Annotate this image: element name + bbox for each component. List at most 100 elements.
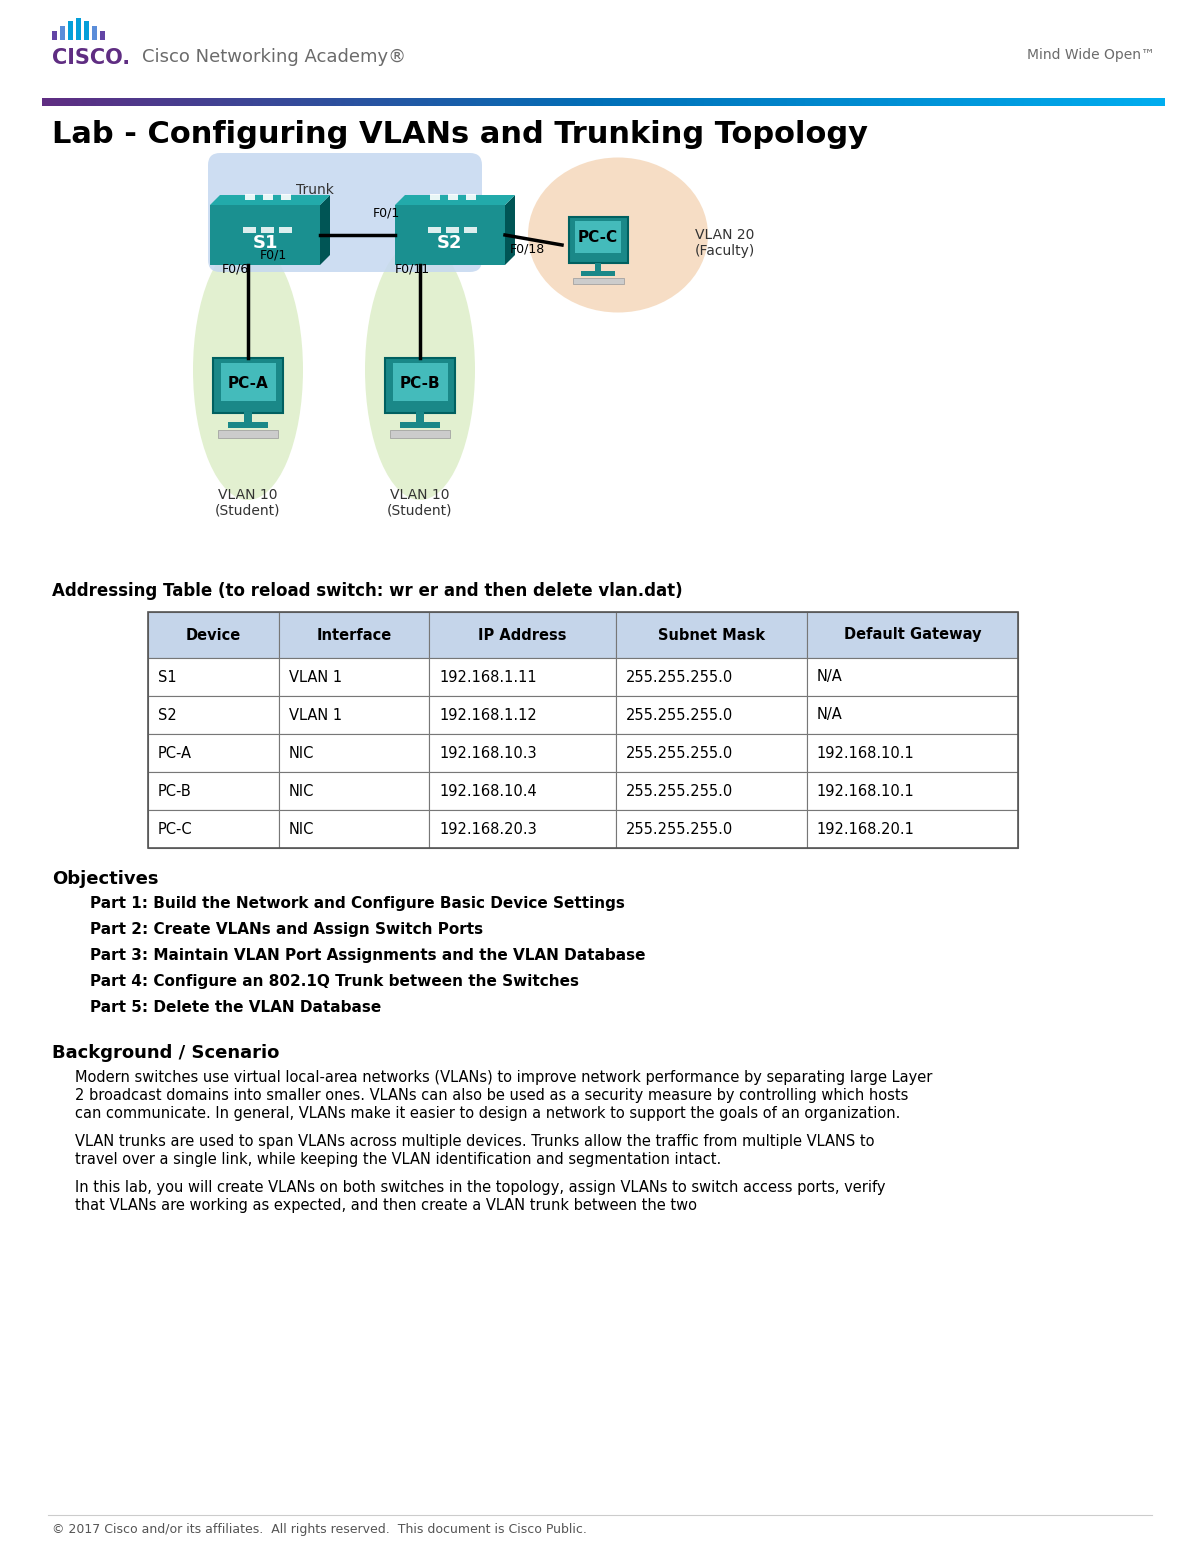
Text: IP Address: IP Address <box>478 627 566 643</box>
Text: © 2017 Cisco and/or its affiliates.  All rights reserved.  This document is Cisc: © 2017 Cisco and/or its affiliates. All … <box>52 1523 587 1536</box>
Text: F0/1: F0/1 <box>260 248 287 261</box>
Text: Part 2: Create VLANs and Assign Switch Ports: Part 2: Create VLANs and Assign Switch P… <box>90 922 484 936</box>
Text: Default Gateway: Default Gateway <box>844 627 982 643</box>
Text: F0/6: F0/6 <box>222 262 250 276</box>
Bar <box>385 357 455 413</box>
Text: Subnet Mask: Subnet Mask <box>658 627 764 643</box>
Bar <box>210 205 320 266</box>
Bar <box>416 412 424 424</box>
Polygon shape <box>430 194 440 200</box>
Text: Cisco Networking Academy®: Cisco Networking Academy® <box>142 48 406 65</box>
Bar <box>148 612 280 658</box>
Text: CISCO.: CISCO. <box>52 48 130 68</box>
Bar <box>581 272 616 276</box>
Bar <box>280 696 430 735</box>
Bar <box>595 262 601 273</box>
Text: Device: Device <box>186 627 241 643</box>
Bar <box>278 227 292 233</box>
Bar <box>446 227 458 233</box>
Text: S2: S2 <box>158 708 176 722</box>
Text: VLAN 10: VLAN 10 <box>218 488 277 502</box>
Bar <box>616 735 806 772</box>
Text: 192.168.10.3: 192.168.10.3 <box>439 745 536 761</box>
Text: Part 1: Build the Network and Configure Basic Device Settings: Part 1: Build the Network and Configure … <box>90 896 625 912</box>
Text: VLAN trunks are used to span VLANs across multiple devices. Trunks allow the tra: VLAN trunks are used to span VLANs acros… <box>74 1134 875 1149</box>
Bar <box>575 221 622 253</box>
Bar <box>214 357 283 413</box>
Bar <box>806 696 1018 735</box>
Text: PC-B: PC-B <box>158 784 192 798</box>
Text: (Student): (Student) <box>388 505 452 519</box>
Text: Objectives: Objectives <box>52 870 158 888</box>
Text: NIC: NIC <box>289 784 314 798</box>
Bar <box>464 227 478 233</box>
Text: Modern switches use virtual local-area networks (VLANs) to improve network perfo: Modern switches use virtual local-area n… <box>74 1070 932 1086</box>
Text: Interface: Interface <box>317 627 391 643</box>
Bar <box>806 811 1018 848</box>
Bar <box>244 412 252 424</box>
Bar <box>616 612 806 658</box>
Text: PC-B: PC-B <box>400 376 440 390</box>
Bar <box>52 31 58 40</box>
Text: In this lab, you will create VLANs on both switches in the topology, assign VLAN: In this lab, you will create VLANs on bo… <box>74 1180 886 1194</box>
Text: 192.168.1.11: 192.168.1.11 <box>439 669 536 685</box>
Bar <box>92 26 97 40</box>
Text: Part 4: Configure an 802.1Q Trunk between the Switches: Part 4: Configure an 802.1Q Trunk betwee… <box>90 974 580 989</box>
Text: Mind Wide Open™: Mind Wide Open™ <box>1027 48 1154 62</box>
Text: S1: S1 <box>158 669 176 685</box>
Bar <box>569 217 628 262</box>
Bar <box>221 363 276 401</box>
Text: N/A: N/A <box>817 708 842 722</box>
Text: PC-A: PC-A <box>228 376 269 390</box>
Bar <box>148 658 280 696</box>
Bar <box>262 227 274 233</box>
Bar <box>616 772 806 811</box>
Text: N/A: N/A <box>817 669 842 685</box>
Bar <box>280 612 430 658</box>
Bar <box>100 31 106 40</box>
Text: 255.255.255.0: 255.255.255.0 <box>625 745 733 761</box>
Bar <box>400 422 440 429</box>
Bar <box>430 612 616 658</box>
Text: can communicate. In general, VLANs make it easier to design a network to support: can communicate. In general, VLANs make … <box>74 1106 900 1121</box>
Bar <box>430 811 616 848</box>
Bar <box>148 696 280 735</box>
Bar <box>616 696 806 735</box>
Polygon shape <box>395 196 515 205</box>
Polygon shape <box>505 196 515 266</box>
Ellipse shape <box>528 157 708 312</box>
Text: PC-C: PC-C <box>578 230 618 245</box>
Text: (Faculty): (Faculty) <box>695 244 755 258</box>
Bar <box>806 658 1018 696</box>
Text: 192.168.10.4: 192.168.10.4 <box>439 784 536 798</box>
Text: S2: S2 <box>437 235 463 252</box>
Text: 192.168.10.1: 192.168.10.1 <box>817 745 914 761</box>
Text: (Student): (Student) <box>215 505 281 519</box>
Bar <box>806 772 1018 811</box>
Text: 255.255.255.0: 255.255.255.0 <box>625 708 733 722</box>
Bar <box>148 772 280 811</box>
Text: PC-A: PC-A <box>158 745 192 761</box>
Bar <box>242 227 256 233</box>
Bar <box>430 658 616 696</box>
Text: 192.168.20.1: 192.168.20.1 <box>817 822 914 837</box>
Text: S1: S1 <box>252 235 277 252</box>
Bar <box>148 735 280 772</box>
Text: VLAN 20: VLAN 20 <box>695 228 755 242</box>
Bar <box>280 772 430 811</box>
Text: 2 broadcast domains into smaller ones. VLANs can also be used as a security meas: 2 broadcast domains into smaller ones. V… <box>74 1089 908 1103</box>
Text: NIC: NIC <box>289 822 314 837</box>
Polygon shape <box>466 194 476 200</box>
Text: that VLANs are working as expected, and then create a VLAN trunk between the two: that VLANs are working as expected, and … <box>74 1197 697 1213</box>
Bar <box>148 612 1018 848</box>
Text: 255.255.255.0: 255.255.255.0 <box>625 822 733 837</box>
Bar <box>806 735 1018 772</box>
Bar <box>616 811 806 848</box>
Bar <box>218 430 278 438</box>
Bar <box>616 658 806 696</box>
Text: 192.168.20.3: 192.168.20.3 <box>439 822 536 837</box>
Text: VLAN 1: VLAN 1 <box>289 669 342 685</box>
Text: Addressing Table (to reload switch: wr er and then delete vlan.dat): Addressing Table (to reload switch: wr e… <box>52 582 683 599</box>
Text: travel over a single link, while keeping the VLAN identification and segmentatio: travel over a single link, while keeping… <box>74 1152 721 1166</box>
Text: Part 3: Maintain VLAN Port Assignments and the VLAN Database: Part 3: Maintain VLAN Port Assignments a… <box>90 947 646 963</box>
